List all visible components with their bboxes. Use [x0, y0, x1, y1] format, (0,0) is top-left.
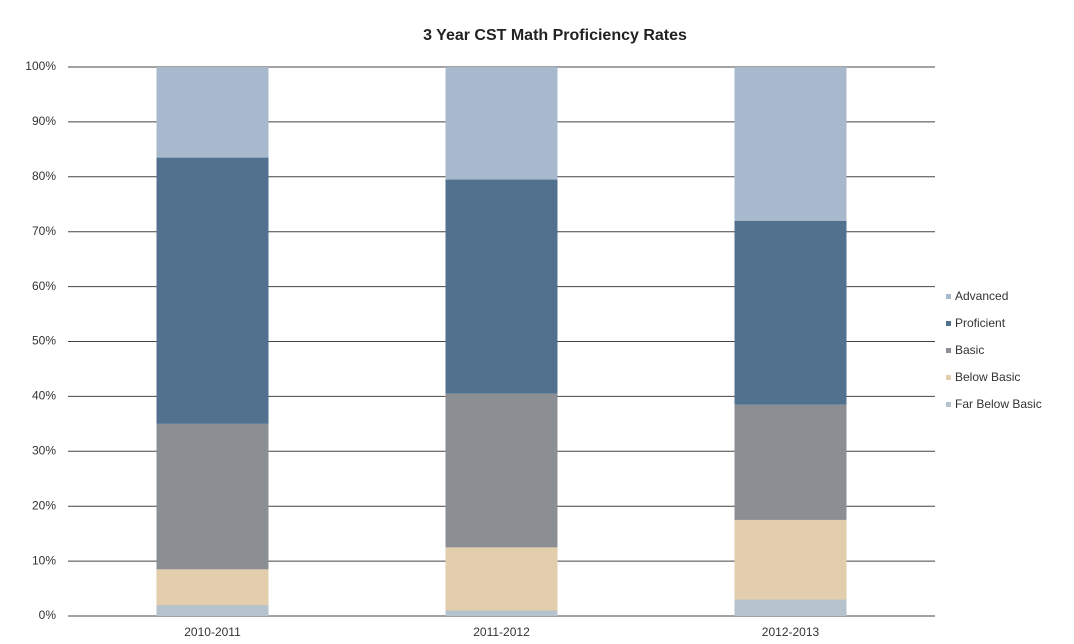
legend-label: Advanced — [955, 289, 1008, 303]
legend-swatch — [946, 375, 951, 380]
legend-swatch — [946, 294, 951, 299]
bar-segment — [734, 519, 847, 600]
x-tick-label: 2012-2013 — [762, 625, 820, 639]
bar-segment — [156, 157, 269, 424]
x-tick-label: 2011-2012 — [473, 625, 530, 639]
bar-segment — [734, 220, 847, 405]
bar-segment — [445, 547, 558, 611]
legend-swatch — [946, 348, 951, 353]
chart-title: 3 Year CST Math Proficiency Rates — [423, 27, 687, 44]
y-tick-label: 0% — [39, 608, 57, 622]
bar-segment — [734, 599, 847, 616]
bar-segment — [156, 67, 269, 158]
y-tick-label: 50% — [32, 334, 56, 348]
legend-label: Proficient — [955, 316, 1006, 330]
bar-segment — [445, 67, 558, 180]
bar-segment — [445, 179, 558, 394]
y-tick-label: 40% — [32, 389, 56, 403]
y-tick-label: 10% — [32, 553, 56, 567]
y-tick-label: 100% — [25, 59, 56, 73]
bar-segment — [156, 569, 269, 606]
bar-segment — [445, 610, 558, 616]
y-tick-label: 80% — [32, 169, 56, 183]
legend-label: Far Below Basic — [955, 397, 1042, 411]
legend-swatch — [946, 402, 951, 407]
y-tick-label: 20% — [32, 498, 56, 512]
y-tick-label: 90% — [32, 114, 56, 128]
legend-label: Basic — [955, 343, 984, 357]
bar-segment — [156, 605, 269, 616]
y-tick-label: 70% — [32, 224, 56, 238]
bar-segment — [156, 423, 269, 570]
bar-segment — [734, 67, 847, 221]
legend-swatch — [946, 321, 951, 326]
y-tick-label: 30% — [32, 443, 56, 457]
x-tick-label: 2010-2011 — [184, 625, 241, 639]
legend-label: Below Basic — [955, 370, 1020, 384]
y-tick-label: 60% — [32, 279, 56, 293]
bar-segment — [445, 393, 558, 548]
bar-segment — [734, 404, 847, 520]
